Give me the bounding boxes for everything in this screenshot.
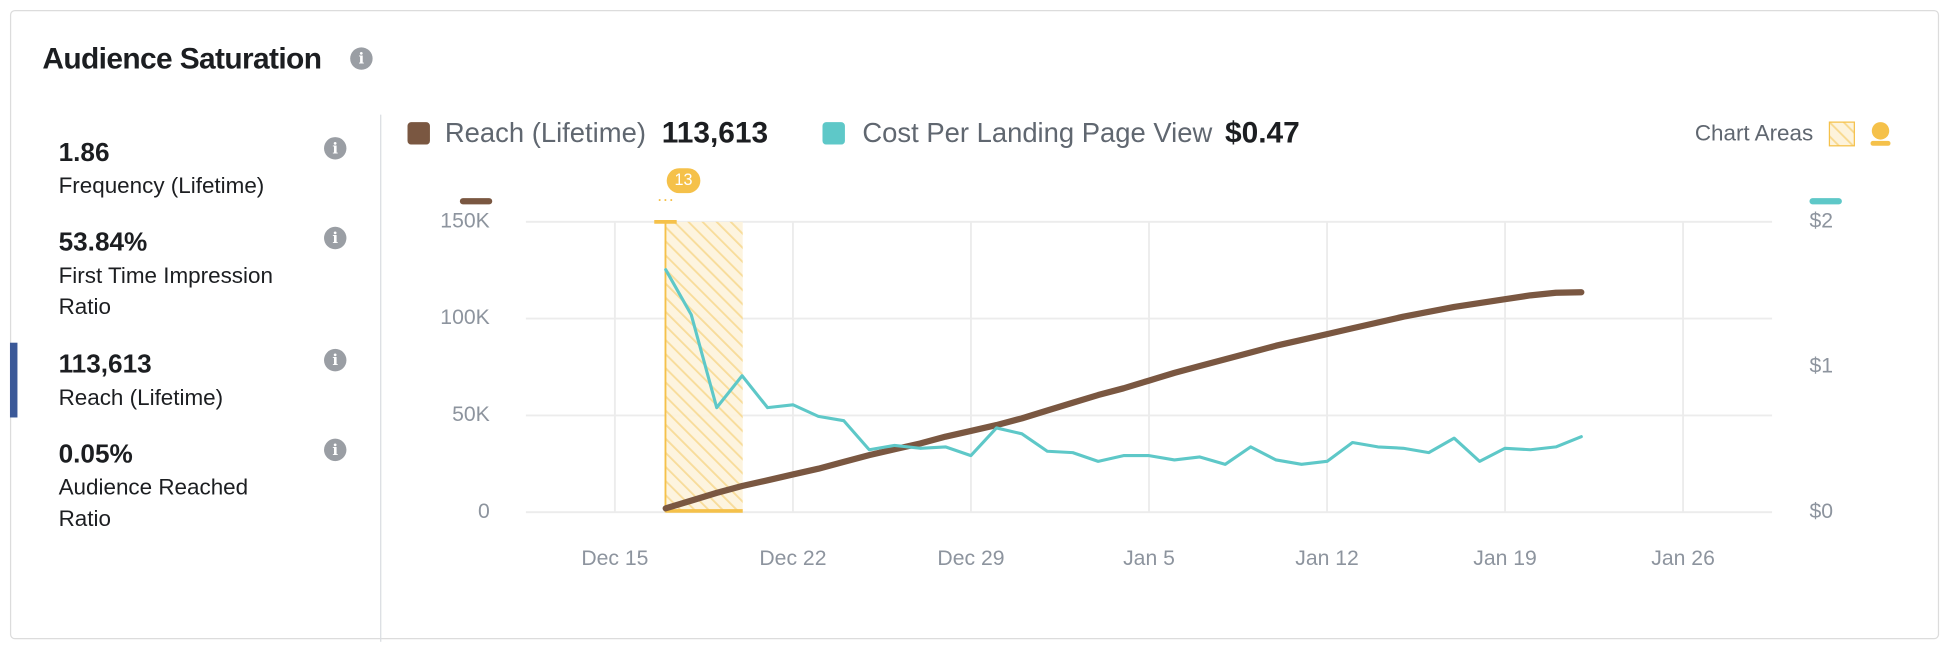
panel-title: Audience Saturation (42, 42, 322, 77)
chart-areas-icon[interactable] (1871, 122, 1890, 140)
chart-areas-label: Chart Areas (1695, 121, 1813, 146)
x-tick-label: Dec 29 (937, 547, 1004, 570)
metric-value: 1.86 (58, 138, 110, 167)
info-icon[interactable]: i (324, 348, 347, 372)
metric-label: Reach (Lifetime) (58, 385, 224, 410)
metric[interactable]: 53.84% First Time Impression Ratio (59, 228, 302, 323)
chart-areas-icon[interactable] (1828, 121, 1855, 147)
highlight-dots: ··· (657, 189, 674, 209)
metric-value: 113,613 (58, 350, 152, 379)
metric-value: 53.84% (58, 228, 148, 257)
metric[interactable]: 1.86 Frequency (Lifetime) (59, 138, 302, 202)
y2-tick-label: $0 (1809, 500, 1833, 523)
annotation-label: 13 (675, 171, 693, 189)
axis-indicator (1809, 198, 1842, 205)
legend-swatch (822, 122, 845, 145)
metric[interactable]: 0.05% Audience Reached Ratio (59, 440, 302, 535)
series-line (662, 289, 1585, 512)
info-icon[interactable]: i (324, 438, 347, 462)
x-tick-label: Dec 22 (759, 547, 826, 570)
info-icon[interactable]: i (324, 226, 347, 250)
x-tick-label: Dec 15 (581, 547, 648, 570)
legend-label[interactable]: Reach (Lifetime) (445, 117, 646, 148)
info-icon[interactable]: i (350, 47, 373, 70)
metric[interactable]: 113,613 Reach (Lifetime) (59, 350, 302, 414)
selected-indicator (9, 342, 18, 418)
legend-swatch (407, 122, 430, 145)
annotation-badge[interactable] (666, 168, 701, 194)
metric-label: Audience Reached Ratio (58, 474, 249, 531)
y2-tick-label: $2 (1809, 209, 1833, 232)
metric-value: 0.05% (58, 439, 133, 469)
x-tick-label: Jan 26 (1651, 547, 1715, 570)
info-icon[interactable]: i (324, 137, 347, 160)
axis-indicator (459, 198, 493, 205)
chart-areas-icon (1870, 140, 1891, 146)
x-tick-label: Jan 5 (1123, 547, 1175, 570)
y-tick-label: 100K (440, 306, 489, 329)
y-tick-label: 50K (452, 403, 490, 426)
legend-label[interactable]: Cost Per Landing Page View (862, 117, 1212, 148)
card (9, 9, 1940, 640)
y-tick-label: 0 (478, 500, 490, 523)
metric-label: First Time Impression Ratio (58, 262, 273, 320)
legend-total: 113,613 (662, 116, 768, 149)
y2-tick-label: $1 (1809, 355, 1833, 378)
legend-total: $0.47 (1225, 116, 1300, 149)
series-line (664, 268, 1583, 466)
metric-label: Frequency (Lifetime) (58, 173, 265, 199)
x-tick-label: Jan 19 (1473, 547, 1537, 570)
x-tick-label: Jan 12 (1295, 547, 1359, 570)
y-tick-label: 150K (440, 209, 489, 232)
divider (380, 114, 382, 642)
